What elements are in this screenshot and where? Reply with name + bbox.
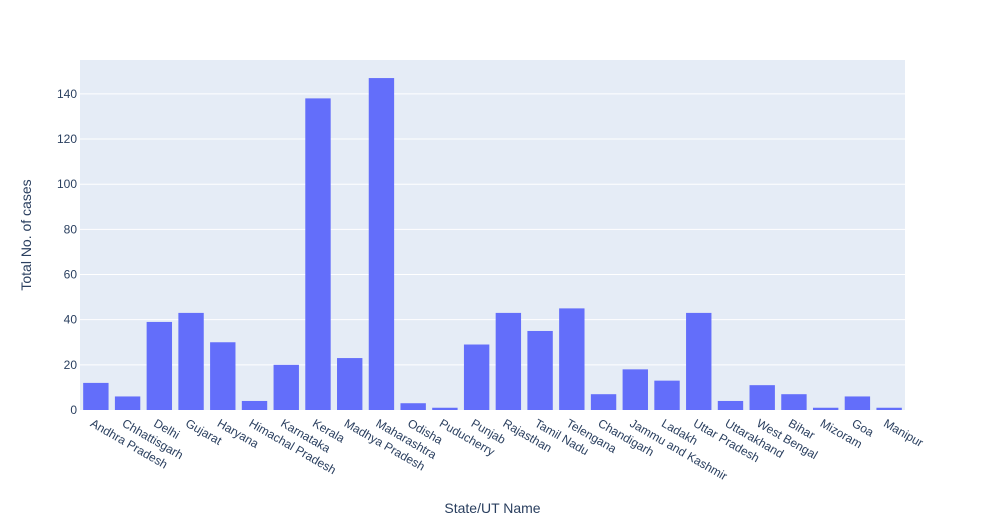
bar-delhi[interactable]	[146, 321, 173, 410]
bar-andhra-pradesh[interactable]	[83, 382, 109, 410]
bar-uttarakhand[interactable]	[717, 400, 744, 410]
y-axis-title: Total No. of cases	[18, 179, 34, 290]
bar-odisha[interactable]	[400, 403, 426, 410]
y-tick-label: 100	[57, 177, 77, 191]
bar-rajasthan[interactable]	[495, 312, 522, 410]
bar-madhya-pradesh[interactable]	[337, 358, 363, 410]
y-tick-label: 0	[70, 403, 77, 417]
bar-telengana[interactable]	[559, 308, 585, 410]
y-tick-labels: 0 20 40 60 80 100 120 140	[57, 87, 77, 417]
bar-karnataka[interactable]	[273, 364, 299, 410]
bar-uttar-pradesh[interactable]	[686, 312, 712, 410]
bar-haryana[interactable]	[210, 342, 236, 410]
bar-punjab[interactable]	[463, 344, 490, 410]
bars	[83, 78, 902, 411]
bar-himachal-pradesh[interactable]	[241, 400, 268, 410]
bar-kerala[interactable]	[305, 98, 331, 411]
bar-jammu-and-kashmir[interactable]	[622, 369, 648, 410]
y-tick-label: 40	[64, 313, 78, 327]
bar-manipur[interactable]	[876, 407, 902, 410]
bar-bihar[interactable]	[781, 394, 807, 410]
y-tick-label: 20	[64, 358, 78, 372]
y-tick-label: 80	[64, 222, 78, 236]
y-tick-label: 120	[57, 132, 77, 146]
bar-chhattisgarh[interactable]	[114, 396, 141, 410]
bar-ladakh[interactable]	[654, 380, 680, 410]
bar-west-bengal[interactable]	[749, 385, 775, 410]
bar-gujarat[interactable]	[178, 312, 204, 410]
bar-chandigarh[interactable]	[590, 394, 617, 410]
bar-goa[interactable]	[844, 396, 871, 410]
y-tick-label: 140	[57, 87, 77, 101]
bar-maharashtra[interactable]	[368, 78, 395, 410]
x-tick-label: Manipur	[881, 416, 926, 450]
bar-tamil-nadu[interactable]	[527, 330, 553, 410]
bar-puducherry[interactable]	[432, 407, 458, 410]
y-tick-label: 60	[64, 268, 78, 282]
x-axis-title: State/UT Name	[444, 500, 540, 516]
bar-mizoram[interactable]	[812, 407, 839, 410]
